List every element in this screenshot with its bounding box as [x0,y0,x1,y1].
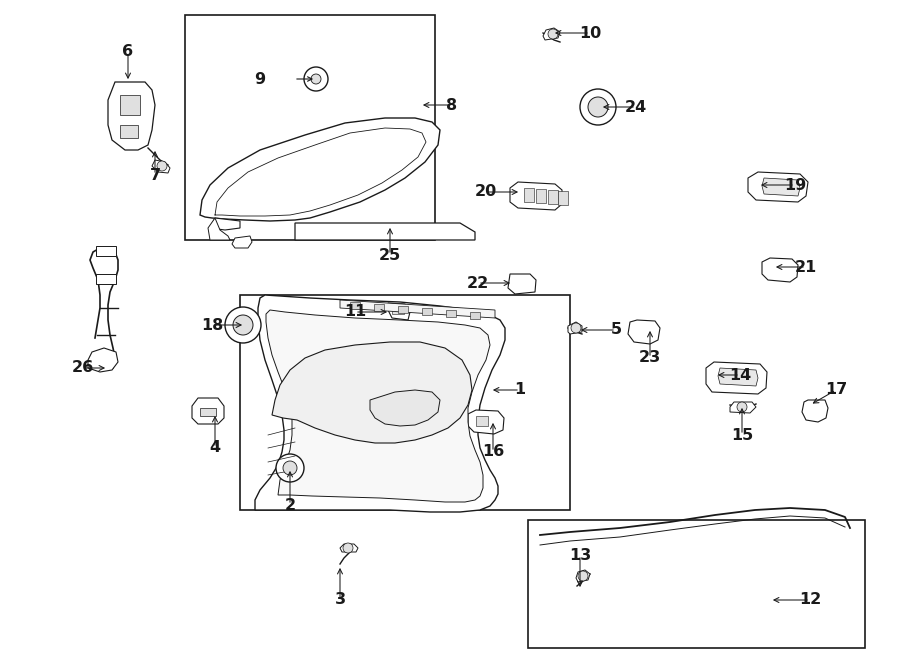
Circle shape [580,89,616,125]
Bar [470,312,480,319]
Polygon shape [340,300,495,318]
Text: 14: 14 [729,368,751,383]
Text: 25: 25 [379,247,401,262]
Polygon shape [340,544,358,552]
Text: 20: 20 [475,184,497,200]
Text: 26: 26 [72,360,94,375]
Circle shape [311,74,321,84]
Circle shape [343,543,353,553]
Polygon shape [730,402,756,413]
Bar [446,310,456,317]
Circle shape [276,454,304,482]
Circle shape [304,67,328,91]
Text: 23: 23 [639,350,662,366]
Circle shape [225,307,261,343]
Text: 12: 12 [799,592,821,607]
Text: 7: 7 [149,167,160,182]
Text: 16: 16 [482,444,504,459]
Polygon shape [576,570,590,582]
Text: 22: 22 [467,276,489,290]
Bar [96,274,116,284]
Text: 24: 24 [625,100,647,114]
Polygon shape [120,125,138,138]
Polygon shape [208,218,230,240]
Bar [548,190,558,204]
Polygon shape [295,223,475,240]
Polygon shape [748,172,808,202]
Text: 5: 5 [610,323,622,338]
Bar [398,306,408,313]
Polygon shape [200,118,440,221]
Polygon shape [543,28,560,40]
Polygon shape [255,295,505,512]
Circle shape [578,571,588,581]
Polygon shape [468,410,504,434]
Bar [528,520,865,648]
Text: 1: 1 [515,383,526,397]
Bar [524,188,534,202]
Polygon shape [272,342,472,443]
Text: 21: 21 [795,260,817,274]
Polygon shape [370,390,440,426]
Circle shape [157,161,167,171]
Circle shape [548,29,558,39]
Text: 17: 17 [825,383,847,397]
Polygon shape [508,274,536,294]
Polygon shape [718,368,758,386]
Text: 8: 8 [446,98,457,112]
Circle shape [588,97,608,117]
Text: 6: 6 [122,44,133,59]
Polygon shape [802,400,828,422]
Bar [350,302,360,309]
Bar [476,416,488,426]
Polygon shape [388,303,410,320]
Polygon shape [266,310,490,502]
Polygon shape [568,322,582,334]
Bar [240,295,570,510]
Polygon shape [628,320,660,344]
Text: 18: 18 [201,317,223,332]
Circle shape [233,315,253,335]
Polygon shape [192,398,224,424]
Text: 10: 10 [579,26,601,40]
Circle shape [737,402,747,412]
Text: 15: 15 [731,428,753,442]
Polygon shape [210,218,240,230]
Text: 13: 13 [569,547,591,563]
Text: 2: 2 [284,498,295,512]
Bar [96,246,116,256]
Polygon shape [152,160,170,173]
Bar [558,191,568,205]
Circle shape [283,461,297,475]
Text: 11: 11 [344,305,366,319]
Circle shape [571,323,581,333]
Bar [374,304,384,311]
Text: 19: 19 [784,178,806,192]
Bar [392,306,404,314]
Polygon shape [706,362,767,394]
Bar [185,15,435,240]
Bar [536,189,546,203]
Polygon shape [88,348,118,372]
Polygon shape [762,178,800,196]
Polygon shape [108,82,155,150]
Polygon shape [232,236,252,248]
Bar [200,408,216,416]
Text: 4: 4 [210,440,220,455]
Polygon shape [510,182,562,210]
Polygon shape [120,95,140,115]
Polygon shape [762,258,798,282]
Text: 3: 3 [335,592,346,607]
Bar [422,308,432,315]
Text: 9: 9 [255,73,266,87]
